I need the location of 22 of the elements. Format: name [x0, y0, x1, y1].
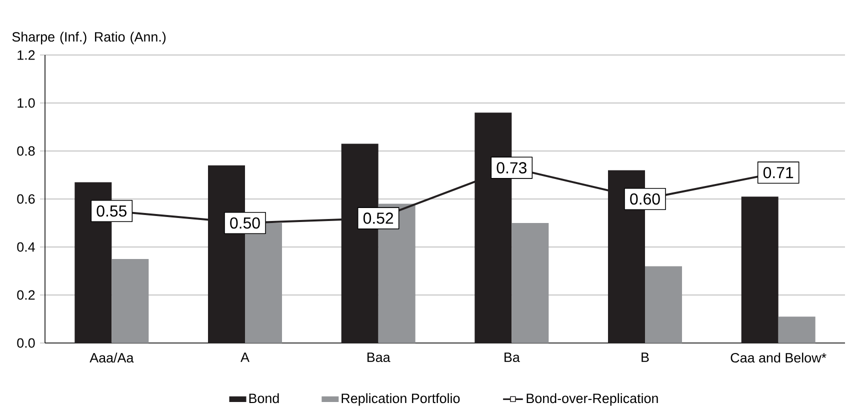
- y-tick-label: 0.8: [17, 146, 35, 156]
- y-tick-label: 0.4: [17, 242, 35, 252]
- y-tick-label: 0.6: [17, 194, 35, 204]
- legend-label: Replication Portfolio: [342, 393, 460, 406]
- x-tick-label: A: [240, 352, 250, 362]
- x-tick-label: B: [642, 352, 649, 362]
- bar: [778, 316, 816, 343]
- legend-label: Bond: [249, 393, 279, 404]
- x-tick-label: Caa and Below*: [730, 352, 826, 363]
- y-axis-title: Sharpe (Inf.) Ratio (Ann.): [12, 32, 166, 44]
- x-tick-label: Aaa/Aa: [90, 352, 134, 363]
- x-tick-label: Ba: [504, 352, 520, 362]
- y-tick-label: 0.2: [17, 290, 35, 300]
- bar: [512, 223, 549, 343]
- legend-label: Bond-over-Replication: [526, 393, 658, 406]
- y-tick-label: 1.0: [18, 98, 35, 108]
- bar: [645, 266, 682, 343]
- x-tick-label: Baa: [367, 352, 390, 362]
- y-tick-label: 1.2: [18, 50, 35, 60]
- bar: [112, 259, 149, 343]
- y-tick-label: 0.0: [17, 338, 35, 348]
- bar: [741, 196, 778, 343]
